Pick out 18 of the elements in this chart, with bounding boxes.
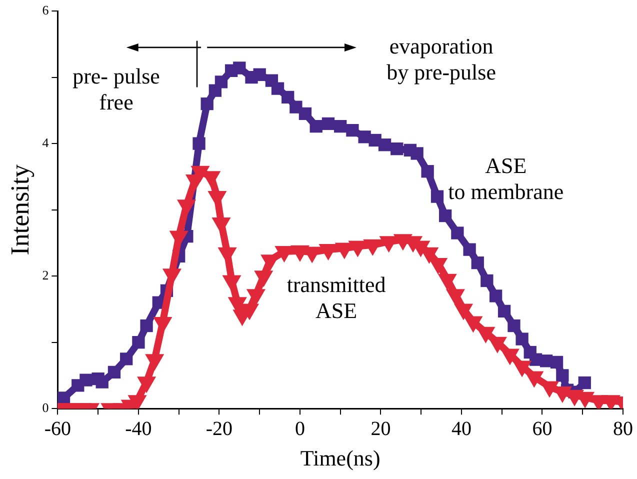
x-tick-label: -20 — [206, 418, 233, 440]
annotation: transmitted ASE — [286, 272, 386, 324]
x-tick-label: 0 — [294, 418, 305, 440]
x-tick-label: 40 — [451, 418, 472, 440]
x-tick-label: 80 — [613, 418, 633, 440]
annotation: ASE to membrane — [448, 152, 564, 204]
x-axis-title: Time(ns) — [300, 446, 380, 471]
annotation: evaporation by pre-pulse — [386, 33, 496, 84]
y-axis-title: Intensity — [5, 164, 34, 256]
y-tick-label: 6 — [42, 2, 50, 18]
x-tick-label: 20 — [370, 418, 391, 440]
y-tick-label: 0 — [42, 400, 49, 416]
x-tick-label: -40 — [125, 418, 152, 440]
x-tick-label: 60 — [532, 418, 552, 440]
x-tick-label: -60 — [44, 418, 72, 440]
y-tick-label: 4 — [42, 134, 50, 150]
y-tick-label: 2 — [42, 267, 49, 282]
annotation: pre- pulse free — [72, 63, 160, 114]
